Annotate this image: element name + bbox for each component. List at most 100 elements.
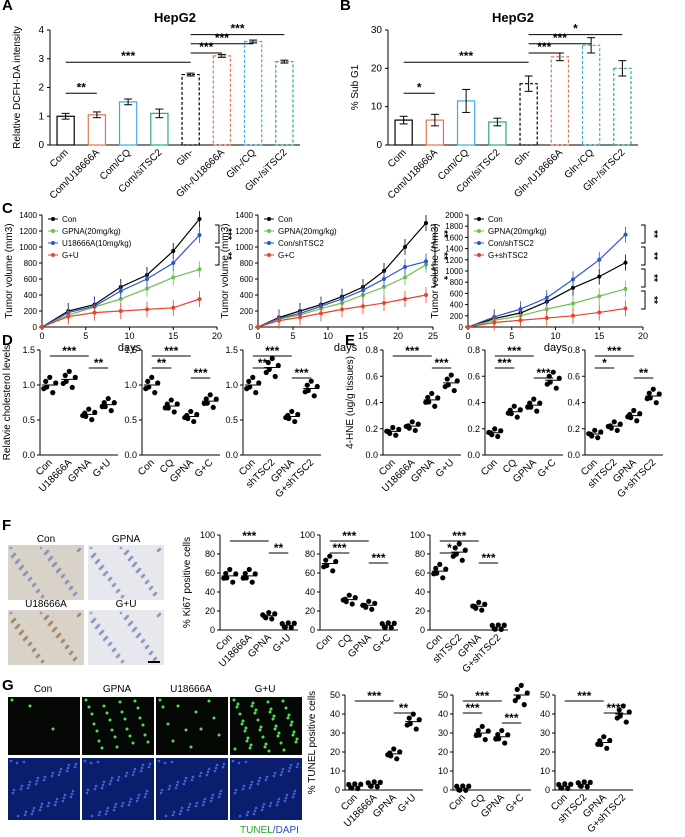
cell (156, 614, 160, 618)
dapi-nucleus (183, 779, 187, 783)
x-tick-label: Com (386, 147, 409, 170)
data-point (413, 726, 419, 732)
x-tick-label: 0 (255, 331, 260, 341)
data-point (502, 740, 508, 746)
data-point (86, 406, 92, 412)
data-point (556, 375, 562, 381)
data-point (72, 374, 78, 380)
dapi-nucleus (9, 759, 13, 763)
y-tick-label: 600 (24, 275, 38, 284)
cell (119, 611, 123, 615)
data-point (501, 622, 507, 628)
series-point (118, 309, 123, 313)
dapi-nucleus (179, 809, 183, 813)
cell (89, 611, 93, 615)
dapi-nucleus (264, 778, 268, 782)
tunel-dot (250, 704, 254, 708)
dapi-nucleus (222, 762, 226, 766)
dapi-nucleus (261, 805, 265, 809)
dapi-nucleus (31, 809, 35, 813)
dapi-nucleus (66, 766, 70, 770)
data-point (626, 709, 632, 715)
tunel-dot (279, 741, 283, 745)
tunel-dot (133, 699, 137, 703)
cell (140, 575, 144, 579)
sig-bracket (431, 246, 436, 266)
y-tick-label: 80 (415, 549, 425, 559)
data-point (406, 715, 412, 721)
cell (127, 623, 131, 627)
series-point (145, 286, 149, 291)
dapi-nucleus (58, 770, 62, 774)
tunel-dot (287, 713, 291, 717)
sig-bracket (431, 224, 436, 244)
y-tick-label: 1400 (445, 245, 463, 254)
data-point (262, 614, 268, 620)
sig-label: *** (62, 344, 76, 358)
data-point (272, 611, 278, 617)
data-point (308, 378, 314, 384)
dapi-nucleus (201, 803, 205, 807)
series-point (403, 297, 407, 301)
data-point (374, 784, 380, 790)
cell (144, 581, 148, 585)
sig-label: ** (274, 541, 284, 555)
y-tick-label: 0.8 (467, 345, 480, 355)
dapi-nucleus (145, 789, 149, 793)
data-point (108, 408, 114, 414)
dapi-nucleus (11, 791, 15, 795)
cell (18, 632, 22, 636)
data-point (460, 783, 466, 789)
data-point (614, 427, 620, 434)
y-tick-label: 0.0 (124, 450, 137, 460)
y-tick-label: 40 (415, 587, 425, 597)
y-axis-label: Relatvie cholesterol levels (2, 345, 13, 461)
panel-letter: A (2, 0, 13, 14)
y-tick-label: 0.5 (22, 415, 35, 425)
sig-label: *** (553, 31, 567, 45)
y-tick-label: 80 (305, 549, 315, 559)
data-point (44, 384, 50, 390)
cell (102, 573, 106, 577)
dapi-nucleus (288, 766, 292, 770)
dapi-nucleus (50, 774, 54, 778)
series-point (340, 297, 344, 301)
data-point (426, 399, 432, 405)
y-tick-label: 600 (240, 275, 254, 284)
dapi-nucleus (272, 774, 276, 778)
tunel-dot (92, 722, 96, 726)
y-tick-label: 20 (330, 747, 340, 757)
data-point (397, 749, 403, 755)
data-point (434, 570, 440, 576)
dapi-nucleus (296, 762, 300, 766)
dapi-nucleus (260, 808, 264, 812)
tunel-dot (273, 727, 277, 731)
sig-label: *** (222, 228, 233, 240)
data-point (291, 620, 297, 626)
dapi-nucleus (24, 810, 28, 814)
dapi-nucleus (168, 784, 172, 788)
dapi-nucleus (275, 803, 279, 807)
tunel-dot (199, 727, 203, 731)
dapi-nucleus (237, 761, 241, 765)
data-point (537, 400, 543, 406)
dapi-nucleus (174, 786, 178, 790)
y-axis-label: 4-HNE (ug/g tissues) (345, 356, 356, 449)
sig-bracket (641, 290, 646, 310)
series-point (623, 260, 628, 265)
x-tick-label: 5 (509, 331, 514, 341)
data-point (82, 410, 88, 416)
series-point (571, 301, 575, 306)
legend-label: Con/shTSC2 (488, 239, 534, 248)
dapi-nucleus (262, 802, 266, 806)
series-point (171, 305, 176, 310)
cell (64, 581, 68, 585)
dapi-nucleus (39, 805, 43, 809)
legend-marker (51, 229, 55, 233)
data-point (498, 626, 504, 632)
data-point (265, 359, 271, 366)
cell (68, 587, 72, 591)
data-point (410, 711, 416, 717)
sig-label: *** (193, 366, 207, 380)
dapi-nucleus (20, 784, 24, 788)
